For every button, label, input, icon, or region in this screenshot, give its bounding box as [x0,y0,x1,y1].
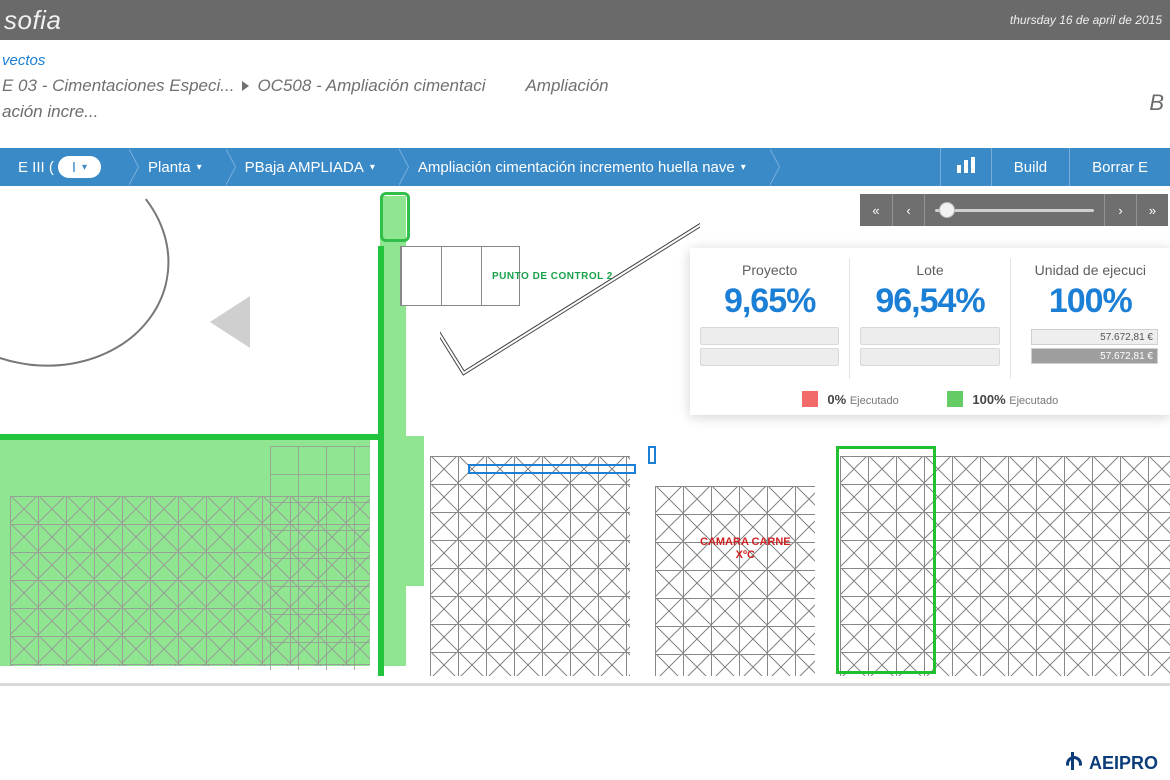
caret-down-icon: ▾ [741,162,746,173]
aeipro-logo-icon [1063,752,1083,774]
kpi-cell-lote: Lote 96,54% [850,258,1010,379]
chart-button[interactable] [940,148,991,186]
kpi-cell-unidad: Unidad de ejecuci 100% 57.672,81 € 57.67… [1011,258,1170,379]
plan-label-control: PUNTO DE CONTROL 2 [492,272,613,282]
caret-down-icon: ▾ [370,162,375,173]
kpi-panel: Proyecto 9,65% Lote 96,54% Unidad de eje… [690,248,1170,415]
nav-chip-level[interactable]: PBaja AMPLIADA ▾ [227,148,400,186]
breadcrumb-line: E 03 - Cimentaciones Especi... OC508 - A… [2,76,1168,96]
legend-item-0: 0% Ejecutado [802,391,899,407]
slider-knob[interactable] [939,202,955,218]
kpi-title: Proyecto [696,262,843,278]
timeline-next-button[interactable]: › [1104,194,1136,226]
legend-swatch-green [947,391,963,407]
kpi-value: 9,65% [696,282,843,321]
nav-chip-task-label: Ampliación cimentación incremento huella… [418,159,735,176]
kpi-title: Lote [856,262,1003,278]
floorplan-canvas[interactable]: PUNTO DE CONTROL 2 CAMARA CARNE XºC « ‹ … [0,186,1170,686]
build-button[interactable]: Build [991,148,1069,186]
kpi-mini-bar: 57.672,81 € [1031,329,1158,345]
footer-brand-text: AEIPRO [1089,753,1158,774]
breadcrumb-root-link[interactable]: vectos [2,52,45,69]
breadcrumb-area: vectos E 03 - Cimentaciones Especi... OC… [0,40,1170,126]
breadcrumb-subtitle: ación incre... [2,102,1168,122]
timeline-first-button[interactable]: « [860,194,892,226]
nav-chip-task[interactable]: Ampliación cimentación incremento huella… [400,148,771,186]
timeline-controls: « ‹ › » [860,194,1168,226]
kpi-value: 100% [1017,282,1164,321]
kpi-mini-bar: 57.672,81 € [1031,348,1158,364]
title-initial: B [1149,90,1164,116]
clear-button[interactable]: Borrar E [1069,148,1170,186]
breadcrumb-seg-3[interactable]: Ampliación [525,76,608,96]
caret-down-icon: ▾ [197,162,202,173]
clear-button-label: Borrar E [1092,159,1148,176]
nav-chip-planta[interactable]: Planta ▾ [130,148,227,186]
kpi-cell-proyecto: Proyecto 9,65% [690,258,850,379]
bar-chart-icon [957,157,975,177]
timeline-prev-button[interactable]: ‹ [892,194,924,226]
nav-chip-pill[interactable]: I ▾ [58,156,101,178]
legend-swatch-red [802,391,818,407]
nav-chip-phase-label: E III ( [18,159,54,176]
header-date: thursday 16 de april de 2015 [1010,13,1162,27]
build-button-label: Build [1014,159,1047,176]
legend-item-1: 100% Ejecutado [947,391,1058,407]
chevron-right-icon [242,81,249,91]
breadcrumb-seg-2[interactable]: OC508 - Ampliación cimentaci [257,76,485,96]
nav-chip-planta-label: Planta [148,159,191,176]
footer-brand: AEIPRO [1063,752,1158,774]
app-header: sofia thursday 16 de april de 2015 [0,0,1170,40]
kpi-title: Unidad de ejecuci [1017,262,1164,278]
kpi-legend: 0% Ejecutado 100% Ejecutado [690,391,1170,407]
timeline-slider[interactable] [924,194,1104,226]
breadcrumb-seg-1[interactable]: E 03 - Cimentaciones Especi... [2,76,234,96]
caret-down-icon: ▾ [82,162,87,173]
nav-chip-phase[interactable]: E III ( I ▾ [0,148,130,186]
nav-chip-level-label: PBaja AMPLIADA [245,159,364,176]
plan-label-camara: CAMARA CARNE XºC [700,536,791,562]
kpi-value: 96,54% [856,282,1003,321]
app-logo: sofia [0,5,61,36]
arrow-left-icon [210,296,250,348]
context-navbar: E III ( I ▾ Planta ▾ PBaja AMPLIADA ▾ Am… [0,148,1170,186]
timeline-last-button[interactable]: » [1136,194,1168,226]
